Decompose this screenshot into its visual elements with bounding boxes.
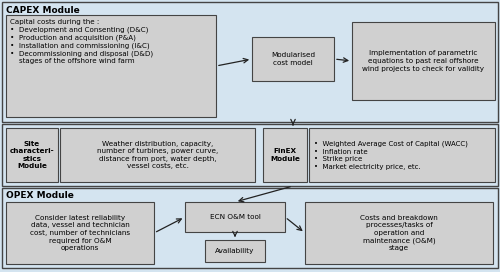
Text: FinEX
Module: FinEX Module bbox=[270, 148, 300, 162]
Bar bbox=[185, 202, 285, 232]
Bar bbox=[252, 37, 334, 81]
Bar bbox=[60, 128, 255, 182]
Bar bbox=[2, 2, 498, 122]
Bar bbox=[6, 128, 58, 182]
Bar bbox=[6, 202, 154, 264]
Bar bbox=[205, 240, 265, 262]
Bar bbox=[352, 22, 495, 100]
Text: Capital costs during the :
•  Development and Consenting (D&C)
•  Production and: Capital costs during the : • Development… bbox=[10, 19, 153, 64]
Bar bbox=[2, 124, 498, 186]
Text: Site
characteri-
stics
Module: Site characteri- stics Module bbox=[10, 141, 54, 169]
Bar bbox=[2, 188, 498, 268]
Text: •  Weighted Average Cost of Capital (WACC)
•  Inflation rate
•  Strike price
•  : • Weighted Average Cost of Capital (WACC… bbox=[314, 141, 468, 169]
Bar bbox=[305, 202, 493, 264]
Text: Implementation of parametric
equations to past real offshore
wind projects to ch: Implementation of parametric equations t… bbox=[362, 51, 484, 72]
Bar bbox=[6, 15, 216, 117]
Text: Availability: Availability bbox=[216, 248, 254, 254]
Text: OPEX Module: OPEX Module bbox=[6, 191, 74, 200]
Bar bbox=[263, 128, 307, 182]
Text: Modularised
cost model: Modularised cost model bbox=[271, 52, 315, 66]
Text: CAPEX Module: CAPEX Module bbox=[6, 6, 80, 15]
Bar bbox=[309, 128, 495, 182]
Text: Costs and breakdown
processes/tasks of
operation and
maintenance (O&M)
stage: Costs and breakdown processes/tasks of o… bbox=[360, 215, 438, 251]
Text: ECN O&M tool: ECN O&M tool bbox=[210, 214, 260, 220]
Text: Consider latest reliability
data, vessel and technician
cost, number of technici: Consider latest reliability data, vessel… bbox=[30, 215, 130, 251]
Text: Weather distribution, capacity,
number of turbines, power curve,
distance from p: Weather distribution, capacity, number o… bbox=[97, 141, 218, 169]
